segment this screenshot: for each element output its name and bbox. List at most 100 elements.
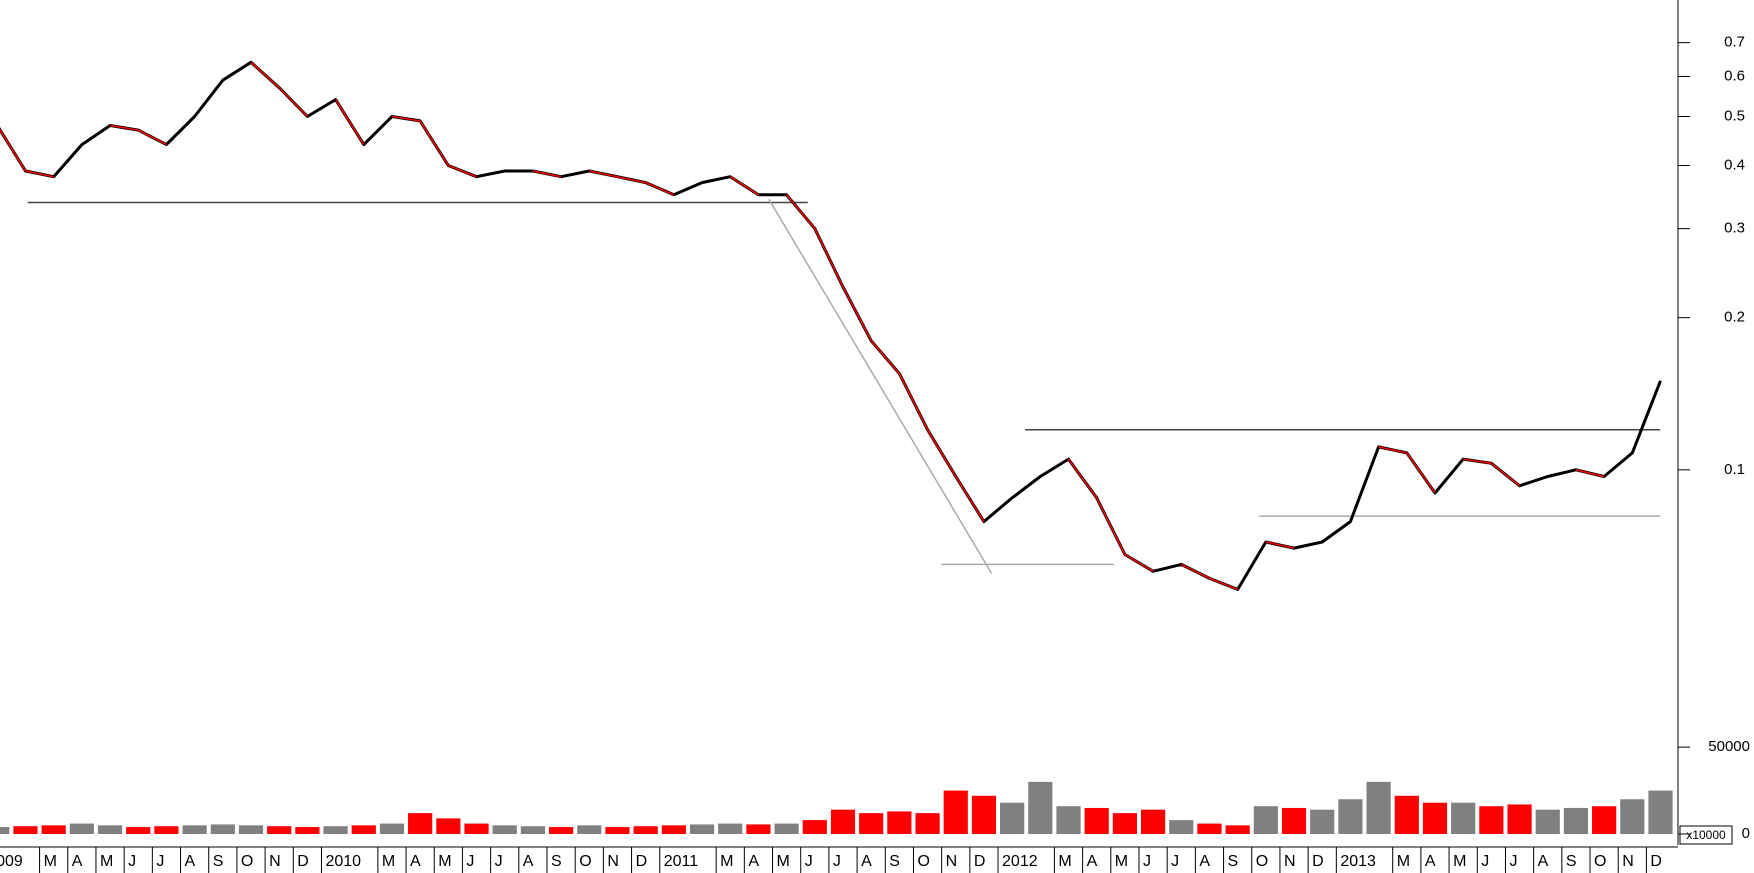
x-tick-label: O — [579, 853, 591, 870]
x-tick-label: M — [438, 853, 451, 870]
price-down-segment — [926, 429, 957, 477]
x-tick-label: N — [607, 853, 619, 870]
volume-bar — [718, 823, 743, 834]
volume-bar — [1563, 807, 1589, 834]
price-down-segment — [1378, 446, 1407, 454]
volume-bar — [802, 820, 827, 834]
x-tick-label: A — [410, 853, 421, 870]
price-down-segment — [617, 176, 646, 184]
volume-bar — [408, 813, 433, 834]
volume-bar — [1140, 809, 1166, 834]
x-tick-label: M — [1453, 853, 1466, 870]
x-tick-label: N — [1284, 853, 1296, 870]
x-tick-label: 2010 — [325, 853, 361, 870]
unit-box — [1679, 825, 1733, 845]
volume-bar — [915, 813, 940, 834]
x-tick-label: J — [156, 853, 164, 870]
x-tick-label: M — [1115, 853, 1128, 870]
volume-bar — [126, 827, 151, 834]
x-tick-label: J — [128, 853, 136, 870]
y-tick-label: 0.2 — [1724, 309, 1745, 326]
x-tick-label: A — [185, 853, 196, 870]
x-tick-label: S — [551, 853, 562, 870]
price-down-segment — [25, 170, 54, 178]
volume-bar — [1000, 802, 1025, 834]
volume-bar — [1056, 806, 1081, 834]
price-down-segment — [0, 128, 27, 172]
volume-bar — [379, 823, 405, 834]
volume-bar — [887, 811, 912, 834]
price-down-segment — [870, 340, 900, 375]
volume-bar — [1338, 799, 1363, 834]
y2-tick-label: 50000 — [1708, 738, 1750, 755]
price-down-segment — [334, 99, 365, 145]
x-tick-label: M — [44, 853, 57, 870]
volume-bar — [1479, 806, 1504, 834]
x-tick-label: M — [100, 853, 113, 870]
volume-bar — [1084, 807, 1109, 834]
x-tick-label: D — [297, 853, 309, 870]
x-tick-label: N — [269, 853, 281, 870]
volume-bar — [1507, 804, 1532, 834]
price-down-segment — [391, 115, 421, 122]
y-tick-label: 0.1 — [1724, 461, 1745, 478]
x-tick-label: O — [917, 853, 929, 870]
volume-bar — [1225, 825, 1250, 834]
volume-bar — [520, 826, 545, 834]
trend-line — [768, 198, 993, 574]
volume-bar — [774, 823, 799, 834]
price-down-segment — [1490, 462, 1521, 487]
volume-bar — [1366, 781, 1391, 834]
volume-bar — [69, 823, 94, 834]
volume-bar — [633, 826, 658, 834]
volume-bar — [182, 825, 207, 834]
volume-bar — [1253, 806, 1278, 834]
price-down-segment — [1124, 553, 1154, 572]
unit-label: x10000 — [1686, 828, 1726, 842]
x-tick-label: O — [1594, 853, 1606, 870]
volume-bar — [605, 827, 630, 834]
price-down-segment — [589, 170, 618, 178]
volume-bar — [351, 825, 376, 834]
x-tick-label: J — [466, 853, 474, 870]
x-tick-label: 2013 — [1340, 853, 1376, 870]
volume-bar — [661, 825, 686, 834]
volume-bar — [41, 825, 66, 834]
price-down-segment — [1406, 452, 1436, 494]
x-tick-label: D — [1650, 853, 1662, 870]
volume-bar — [1648, 790, 1673, 834]
volume-bar — [1535, 809, 1560, 834]
x-tick-label: O — [241, 853, 253, 870]
x-tick-label: O — [1256, 853, 1268, 870]
price-down-segment — [898, 373, 929, 431]
price-down-segment — [645, 181, 675, 196]
x-tick-label: 2012 — [1002, 853, 1038, 870]
y-tick-label: 0.7 — [1724, 34, 1745, 51]
volume-bar — [295, 827, 320, 834]
price-down-segment — [842, 286, 872, 342]
volume-bar — [1310, 809, 1335, 834]
volume-bar — [0, 827, 10, 834]
x-tick-label: N — [1622, 853, 1634, 870]
x-tick-label: J — [833, 853, 841, 870]
volume-bar — [436, 818, 461, 834]
x-tick-label: M — [777, 853, 790, 870]
volume-bar — [1197, 823, 1222, 834]
y-tick-label: 0.3 — [1724, 220, 1745, 237]
x-tick-label: S — [1566, 853, 1577, 870]
price-down-segment — [955, 476, 985, 522]
volume-bar — [1281, 807, 1307, 834]
x-tick-label: J — [1509, 853, 1517, 870]
price-down-segment — [1096, 497, 1126, 555]
x-tick-label: 2009 — [0, 853, 23, 870]
x-tick-label: S — [889, 853, 900, 870]
volume-bar — [746, 824, 771, 834]
price-down-segment — [1265, 541, 1295, 549]
x-tick-label: J — [805, 853, 813, 870]
volume-bar — [859, 813, 884, 834]
x-tick-label: J — [1481, 853, 1489, 870]
volume-bar — [1620, 799, 1645, 834]
